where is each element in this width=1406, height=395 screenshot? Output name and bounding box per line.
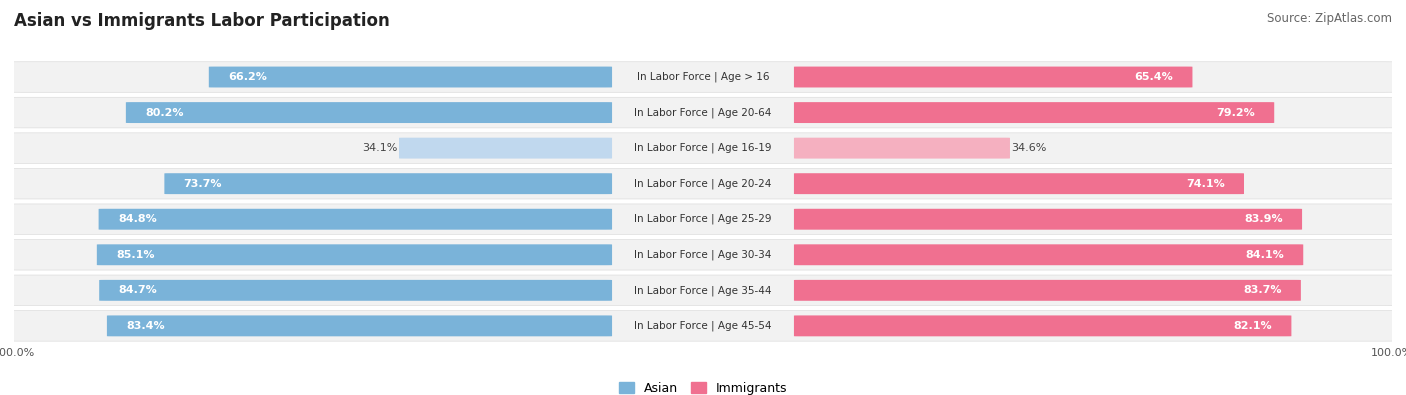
FancyBboxPatch shape <box>7 133 1399 164</box>
Text: 83.9%: 83.9% <box>1244 214 1282 224</box>
Text: In Labor Force | Age 35-44: In Labor Force | Age 35-44 <box>634 285 772 295</box>
FancyBboxPatch shape <box>100 280 612 301</box>
Text: 74.1%: 74.1% <box>1185 179 1225 189</box>
Text: 80.2%: 80.2% <box>145 107 184 118</box>
FancyBboxPatch shape <box>794 102 1274 123</box>
FancyBboxPatch shape <box>165 173 612 194</box>
FancyBboxPatch shape <box>98 209 612 229</box>
FancyBboxPatch shape <box>7 62 1399 92</box>
Text: 34.1%: 34.1% <box>363 143 398 153</box>
FancyBboxPatch shape <box>7 97 1399 128</box>
Text: 82.1%: 82.1% <box>1233 321 1272 331</box>
Text: In Labor Force | Age 45-54: In Labor Force | Age 45-54 <box>634 321 772 331</box>
Text: 83.4%: 83.4% <box>127 321 165 331</box>
Text: In Labor Force | Age 20-64: In Labor Force | Age 20-64 <box>634 107 772 118</box>
Text: Source: ZipAtlas.com: Source: ZipAtlas.com <box>1267 12 1392 25</box>
FancyBboxPatch shape <box>127 102 612 123</box>
Text: In Labor Force | Age 30-34: In Labor Force | Age 30-34 <box>634 250 772 260</box>
FancyBboxPatch shape <box>7 168 1399 199</box>
FancyBboxPatch shape <box>794 280 1301 301</box>
Text: Asian vs Immigrants Labor Participation: Asian vs Immigrants Labor Participation <box>14 12 389 30</box>
FancyBboxPatch shape <box>97 245 612 265</box>
FancyBboxPatch shape <box>794 67 1192 87</box>
Text: 85.1%: 85.1% <box>117 250 155 260</box>
FancyBboxPatch shape <box>794 138 1010 158</box>
FancyBboxPatch shape <box>794 316 1291 336</box>
FancyBboxPatch shape <box>107 316 612 336</box>
FancyBboxPatch shape <box>794 173 1244 194</box>
Text: 73.7%: 73.7% <box>184 179 222 189</box>
Text: In Labor Force | Age 16-19: In Labor Force | Age 16-19 <box>634 143 772 153</box>
FancyBboxPatch shape <box>7 275 1399 306</box>
FancyBboxPatch shape <box>794 245 1303 265</box>
FancyBboxPatch shape <box>209 67 612 87</box>
Text: 65.4%: 65.4% <box>1135 72 1173 82</box>
Text: 84.7%: 84.7% <box>118 285 157 295</box>
Text: 84.1%: 84.1% <box>1246 250 1284 260</box>
Text: 34.6%: 34.6% <box>1011 143 1046 153</box>
FancyBboxPatch shape <box>399 138 612 158</box>
Text: In Labor Force | Age 25-29: In Labor Force | Age 25-29 <box>634 214 772 224</box>
Text: 83.7%: 83.7% <box>1243 285 1282 295</box>
Text: 66.2%: 66.2% <box>228 72 267 82</box>
Text: In Labor Force | Age 20-24: In Labor Force | Age 20-24 <box>634 179 772 189</box>
FancyBboxPatch shape <box>794 209 1302 229</box>
Text: 84.8%: 84.8% <box>118 214 156 224</box>
Legend: Asian, Immigrants: Asian, Immigrants <box>614 377 792 395</box>
FancyBboxPatch shape <box>7 204 1399 235</box>
FancyBboxPatch shape <box>7 310 1399 341</box>
Text: In Labor Force | Age > 16: In Labor Force | Age > 16 <box>637 72 769 82</box>
Text: 79.2%: 79.2% <box>1216 107 1256 118</box>
FancyBboxPatch shape <box>7 239 1399 270</box>
